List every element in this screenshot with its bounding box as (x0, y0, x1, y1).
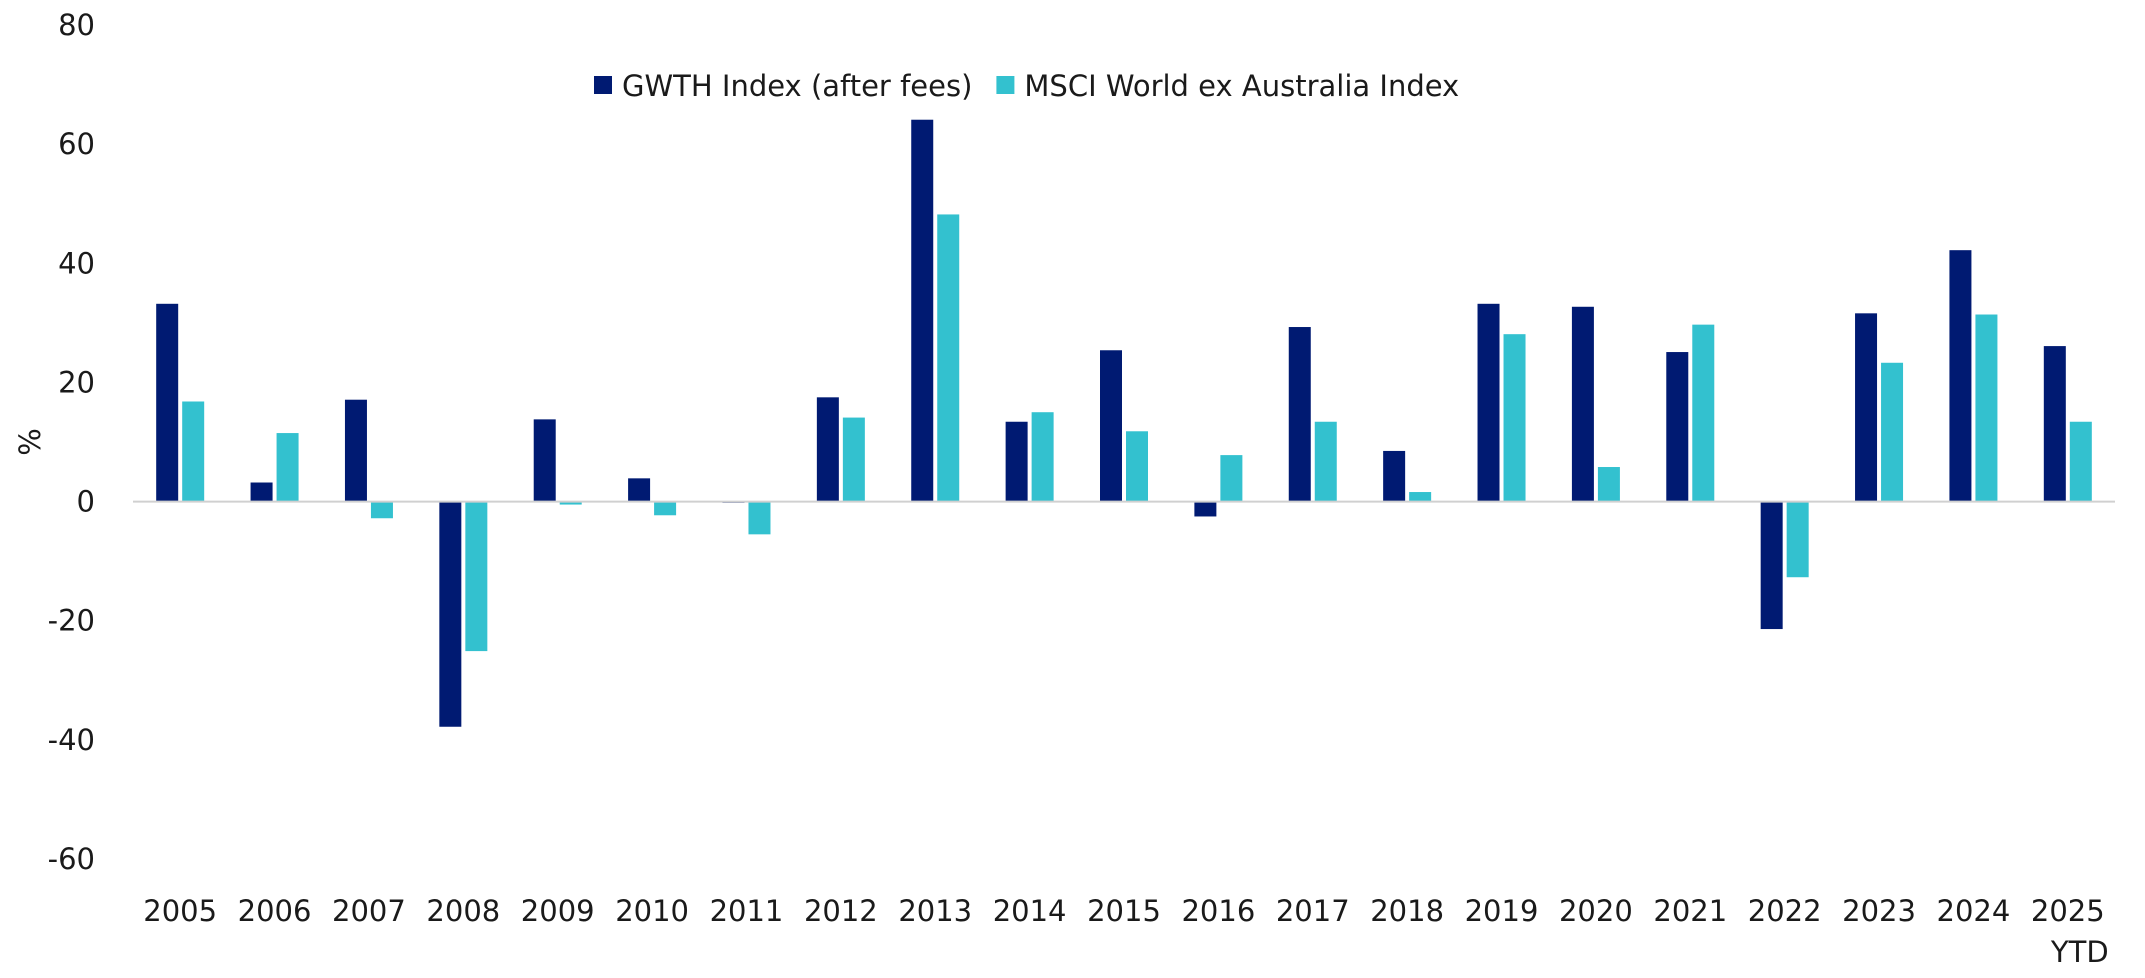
y-tick-label: -40 (48, 723, 95, 757)
bar-gwth (1949, 250, 1972, 502)
bar-msci (1786, 501, 1809, 578)
bar-gwth (1855, 313, 1878, 502)
bar-msci (276, 433, 299, 502)
x-tick-label: 2013 (898, 894, 972, 928)
bar-msci (182, 401, 205, 502)
x-tick-label: 2018 (1370, 894, 1444, 928)
y-axis-label: % (13, 428, 47, 456)
x-tick-label: 2021 (1653, 894, 1727, 928)
x-tick-label: 2008 (426, 894, 500, 928)
bar-msci (1126, 431, 1148, 502)
bar-gwth (1383, 450, 1406, 502)
bar-gwth (911, 119, 934, 502)
bar-gwth (156, 303, 179, 502)
bar-msci (937, 214, 960, 502)
bar-gwth (1477, 303, 1500, 502)
bar-gwth (1666, 352, 1689, 502)
x-tick-label: 2022 (1748, 894, 1822, 928)
y-tick-label: 40 (58, 246, 95, 280)
legend-label: MSCI World ex Australia Index (1024, 69, 1459, 103)
bar-gwth (1571, 306, 1594, 502)
bar-msci (370, 501, 393, 519)
x-tick-label: 2019 (1465, 894, 1539, 928)
legend-swatch (996, 76, 1015, 94)
y-tick-label: 20 (58, 365, 95, 399)
bar-msci (748, 501, 771, 535)
x-tick-label: YTD (2050, 935, 2109, 969)
bar-gwth (628, 478, 651, 502)
bar-msci (842, 417, 865, 502)
y-tick-label: -60 (48, 842, 95, 876)
x-tick-label: 2005 (143, 894, 217, 928)
x-tick-label: 2007 (332, 894, 406, 928)
bar-msci (465, 501, 488, 652)
x-tick-label: 2025 (2031, 894, 2105, 928)
bar-msci (1881, 362, 1904, 502)
legend-swatch (594, 76, 612, 94)
y-tick-label: 0 (77, 485, 95, 519)
bar-gwth (1100, 350, 1122, 502)
x-tick-label: 2011 (710, 894, 784, 928)
bar-gwth (816, 397, 839, 502)
bar-gwth (250, 482, 273, 502)
bar-gwth (1194, 501, 1217, 517)
x-tick-label: 2016 (1181, 894, 1255, 928)
bar-msci (1692, 324, 1715, 502)
bar-msci (1975, 314, 1998, 502)
x-axis: 2005 2006 2007 2008 2009 2010 2011 2012 2013 2014… (143, 894, 2108, 969)
x-tick-label: 2024 (1937, 894, 2011, 928)
y-tick-label: 80 (58, 8, 95, 42)
x-tick-label: 2017 (1276, 894, 1350, 928)
bar-msci (1031, 412, 1054, 502)
bar-msci (2069, 421, 2092, 502)
bar-msci (1503, 334, 1526, 502)
x-tick-label: 2010 (615, 894, 689, 928)
y-axis: -60 -40 -20 0 20 40 60 80 (48, 8, 95, 876)
x-tick-label: 2006 (238, 894, 312, 928)
x-tick-label: 2015 (1087, 894, 1161, 928)
bar-msci (1597, 467, 1620, 502)
legend-label: GWTH Index (after fees) (622, 69, 972, 103)
bar-gwth (344, 399, 367, 502)
bars (156, 119, 2092, 727)
x-tick-label: 2020 (1559, 894, 1633, 928)
legend: GWTH Index (after fees) MSCI World ex Aus… (594, 69, 1459, 103)
x-tick-label: 2023 (1842, 894, 1916, 928)
bar-msci (1220, 455, 1243, 502)
bar-gwth (2043, 346, 2066, 502)
bar-gwth (1288, 327, 1311, 502)
bar-msci (1409, 492, 1432, 502)
x-tick-label: 2009 (521, 894, 595, 928)
bar-msci (1314, 421, 1337, 502)
x-tick-label: 2014 (993, 894, 1067, 928)
bar-gwth (439, 501, 462, 727)
bar-gwth (1005, 421, 1028, 502)
y-tick-label: -20 (48, 604, 95, 638)
y-tick-label: 60 (58, 127, 95, 161)
bar-gwth (533, 419, 556, 502)
bar-msci (559, 501, 582, 505)
x-tick-label: 2012 (804, 894, 878, 928)
bar-gwth (1760, 501, 1783, 630)
bar-msci (654, 501, 677, 516)
